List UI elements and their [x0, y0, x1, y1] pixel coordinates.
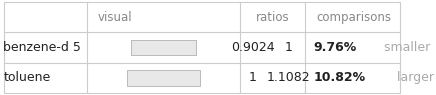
- Text: comparisons: comparisons: [316, 11, 391, 24]
- Text: 1: 1: [249, 71, 256, 84]
- Text: larger: larger: [393, 71, 434, 84]
- Text: visual: visual: [98, 11, 133, 24]
- Text: 10.82%: 10.82%: [313, 71, 365, 84]
- FancyBboxPatch shape: [127, 70, 200, 86]
- Text: 1: 1: [285, 41, 293, 54]
- Text: 1.1082: 1.1082: [267, 71, 311, 84]
- Text: toluene: toluene: [3, 71, 51, 84]
- Text: benzene-d 5: benzene-d 5: [3, 41, 81, 54]
- Text: ratios: ratios: [256, 11, 290, 24]
- Text: smaller: smaller: [380, 41, 430, 54]
- Text: 0.9024: 0.9024: [231, 41, 274, 54]
- FancyBboxPatch shape: [131, 40, 197, 55]
- Text: 9.76%: 9.76%: [313, 41, 357, 54]
